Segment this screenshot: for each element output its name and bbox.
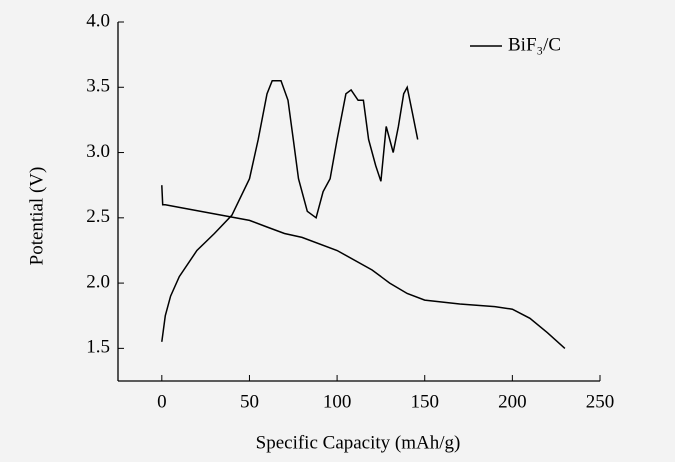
x-tick-label: 0 xyxy=(157,391,167,412)
y-tick-label: 2.0 xyxy=(86,271,110,292)
x-tick-label: 100 xyxy=(323,391,352,412)
x-tick-label: 150 xyxy=(410,391,439,412)
y-tick-label: 1.5 xyxy=(86,337,110,358)
x-axis-label: Specific Capacity (mAh/g) xyxy=(256,432,461,453)
y-tick-label: 4.0 xyxy=(86,10,110,31)
x-tick-label: 250 xyxy=(586,391,615,412)
y-axis-label: Potential (V) xyxy=(26,167,47,266)
y-tick-label: 3.5 xyxy=(86,76,110,97)
legend-label: BiF₃/C xyxy=(508,34,561,55)
y-tick-label: 2.5 xyxy=(86,206,110,227)
y-tick-label: 3.0 xyxy=(86,141,110,162)
x-tick-label: 50 xyxy=(240,391,259,412)
data-line xyxy=(161,79,566,349)
x-tick-label: 200 xyxy=(498,391,527,412)
